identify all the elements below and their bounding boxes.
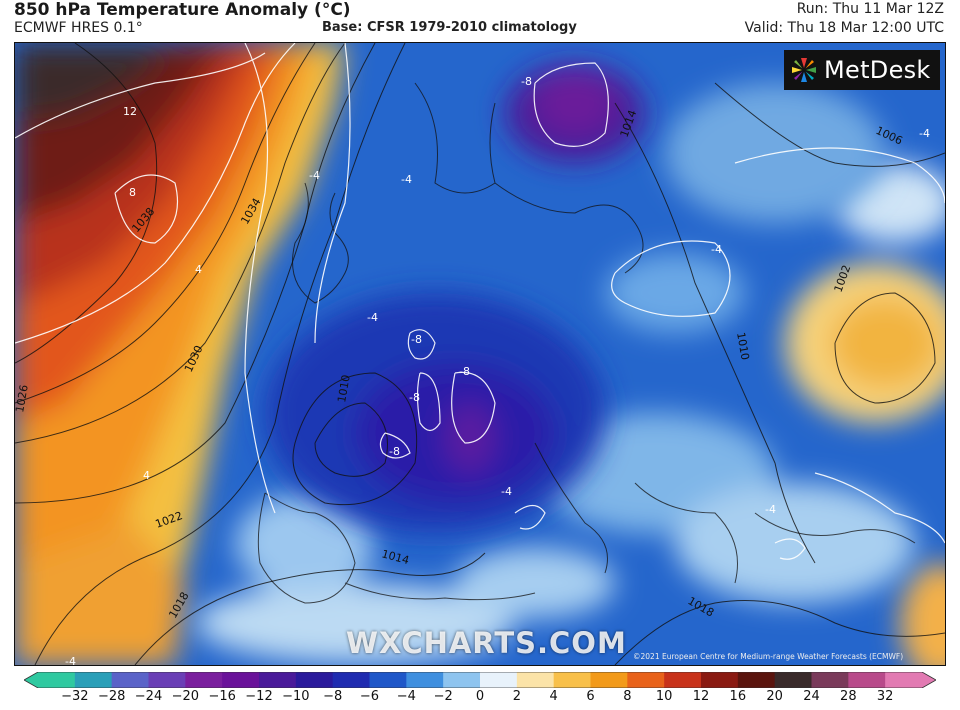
colorbar-tick-label: −32 — [61, 689, 89, 704]
isobar-label: 1026 — [15, 384, 31, 414]
anomaly-label: -8 — [389, 445, 400, 458]
colorbar-min-arrow — [24, 672, 38, 688]
chart-title: 850 hPa Temperature Anomaly (°C) — [14, 0, 351, 20]
run-time-label: Run: Thu 11 Mar 12Z — [796, 1, 944, 17]
colorbar-segment — [701, 672, 739, 688]
copyright-note: ©2021 European Centre for Medium-range W… — [633, 652, 904, 661]
colorbar-segment — [848, 672, 886, 688]
colorbar-segment — [627, 672, 665, 688]
colorbar-segment — [406, 672, 444, 688]
anomaly-label: 12 — [123, 105, 137, 118]
anomaly-label: -4 — [309, 169, 320, 182]
climatology-base-label: Base: CFSR 1979-2010 climatology — [322, 20, 577, 35]
colorbar-tick-label: 12 — [692, 689, 710, 704]
colorbar-segment — [148, 672, 186, 688]
colorbar-tick-label: 2 — [512, 689, 521, 704]
model-label: ECMWF HRES 0.1° — [14, 20, 143, 36]
colorbar-segment — [885, 672, 923, 688]
colorbar-segment — [111, 672, 150, 688]
colorbar-tick-label: 32 — [876, 689, 894, 704]
colorbar-tick-label: −28 — [97, 689, 126, 704]
colorbar-segment — [332, 672, 371, 688]
colorbar-tick-label: 10 — [655, 689, 673, 704]
colorbar-tick-label: 16 — [729, 689, 747, 704]
anomaly-contours — [15, 43, 945, 560]
anomaly-label: -8 — [411, 333, 422, 346]
anomaly-label: -8 — [409, 391, 420, 404]
colorbar-segment — [222, 672, 260, 688]
colorbar-segment — [443, 672, 481, 688]
isobar-lines — [15, 43, 945, 665]
colorbar-segment — [774, 672, 813, 688]
colorbar-tick-label: −10 — [282, 689, 310, 704]
colorbar-tick-label: −8 — [323, 689, 343, 704]
anomaly-label: -8 — [459, 365, 470, 378]
colorbar-tick-label: −2 — [433, 689, 453, 704]
warm-anomaly-region — [15, 43, 345, 665]
anomaly-label: -8 — [521, 75, 532, 88]
anomaly-label: -4 — [367, 311, 378, 324]
colorbar-segment — [664, 672, 702, 688]
colorbar-tick-label: −20 — [171, 689, 200, 704]
anomaly-label: -4 — [65, 655, 76, 665]
colorbar-tick-label: 6 — [586, 689, 595, 704]
anomaly-labels: 12 8 4 4 -4 -4 -8 -4 -4 -8 -8 -8 -8 -4 -… — [65, 75, 930, 665]
coastlines — [257, 82, 916, 604]
colorbar-max-arrow — [922, 672, 936, 688]
anomaly-label: -4 — [711, 243, 722, 256]
colorbar-segment — [185, 672, 223, 688]
colorbar-tick-label: −6 — [359, 689, 380, 704]
anomaly-label: -4 — [501, 485, 512, 498]
colorbar-tick-label: 24 — [803, 689, 820, 704]
cold-core-region — [265, 63, 645, 533]
colorbar-tick-label: −4 — [396, 689, 416, 704]
colorbar-segment — [369, 672, 407, 688]
colorbar-segment — [553, 672, 592, 688]
colorbar-segment — [74, 672, 113, 688]
colorbar-tick-label: 8 — [623, 689, 632, 704]
colorbar-tick-label: −16 — [208, 689, 236, 704]
anomaly-label: 8 — [129, 186, 136, 199]
wxcharts-watermark: WXCHARTS.COM — [346, 626, 627, 660]
map-canvas: 1034 1030 1026 1022 1018 1014 1018 1010 … — [15, 43, 945, 665]
valid-time-label: Valid: Thu 18 Mar 12:00 UTC — [744, 20, 944, 36]
anomaly-label: -4 — [401, 173, 412, 186]
anomaly-map[interactable]: 1034 1030 1026 1022 1018 1014 1018 1010 … — [14, 42, 946, 666]
colorbar-segment — [737, 672, 776, 688]
colorbar-segment — [811, 672, 849, 688]
isobar-label: 1010 — [734, 331, 752, 361]
colorbar-tick-label: −12 — [245, 689, 273, 704]
anomaly-label: 4 — [195, 263, 202, 276]
anomaly-label: -4 — [919, 127, 930, 140]
anomaly-label: 4 — [143, 469, 150, 482]
colorbar-segment — [38, 672, 76, 688]
colorbar — [24, 672, 936, 688]
metdesk-logo-icon — [792, 58, 816, 82]
colorbar-segment — [259, 672, 297, 688]
colorbar-tick-label: 20 — [766, 689, 783, 704]
colorbar-tick-label: −24 — [134, 689, 163, 704]
isobar-label: 1010 — [335, 374, 353, 404]
metdesk-logo: MetDesk — [784, 50, 940, 90]
anomaly-label: -4 — [765, 503, 776, 516]
colorbar-tick-label: 4 — [549, 689, 558, 704]
colorbar-segment — [590, 672, 628, 688]
colorbar-segment — [480, 672, 518, 688]
colorbar-tick-label: 28 — [840, 689, 857, 704]
colorbar-segment — [295, 672, 334, 688]
colorbar-segment — [516, 672, 555, 688]
colorbar-tick-label: 0 — [475, 689, 485, 704]
metdesk-logo-text: MetDesk — [824, 56, 931, 84]
